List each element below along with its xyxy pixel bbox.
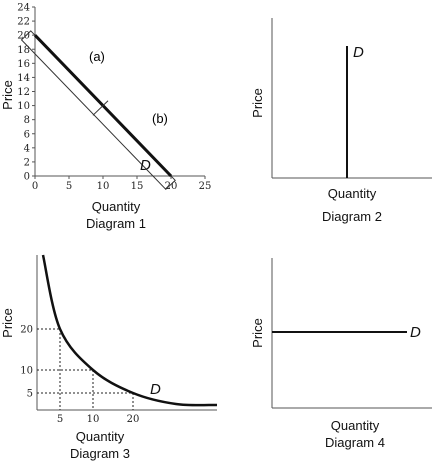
d4-demand-label: D — [410, 324, 421, 341]
d1-x-tick-label: 20 — [165, 181, 178, 192]
d1-x-tick-label: 10 — [97, 181, 110, 192]
d1-y-tick-label: 22 — [17, 17, 30, 28]
d4-xlabel: Quantity — [331, 418, 380, 433]
d2-caption: Diagram 2 — [322, 209, 382, 224]
diagram-4: D Quantity Diagram 4 Price — [250, 258, 432, 450]
d1-annotation-a: (a) — [89, 49, 105, 64]
d3-demand-curve — [41, 254, 218, 407]
d1-y-tick-label: 16 — [17, 59, 30, 70]
d1-y-tick-label: 0 — [24, 172, 30, 183]
d3-x-tick-label: 5 — [57, 414, 63, 425]
d3-x-tick-label: 10 — [87, 414, 100, 425]
d1-x-tick-label: 15 — [131, 181, 144, 192]
d2-demand-label: D — [353, 44, 364, 61]
d2-xlabel: Quantity — [328, 186, 377, 201]
d1-y-tick-label: 24 — [17, 3, 30, 14]
d1-y-tick-label: 2 — [24, 157, 30, 168]
d1-y-tick-label: 14 — [17, 73, 30, 84]
d1-y-tick-label: 4 — [24, 143, 30, 154]
d1-marks: D — [20, 30, 176, 191]
d1-x-tick-label: 25 — [199, 181, 212, 192]
d3-y-tick-label: 5 — [27, 389, 33, 400]
d3-x-tick-label: 20 — [127, 414, 140, 425]
d3-guides — [37, 328, 134, 410]
d1-y-tick-label: 12 — [17, 87, 30, 98]
d3-y-tick-label: 20 — [20, 325, 33, 336]
d1-midpoint-mark — [92, 100, 109, 116]
diagram-3: 5 10 20 5 10 20 D Quantity Diagram 3 Price — [0, 254, 218, 461]
d3-ylabel: Price — [0, 308, 15, 338]
d4-caption: Diagram 4 — [325, 435, 385, 450]
d1-caption: Diagram 1 — [86, 216, 146, 231]
d1-y-tick-label: 18 — [17, 45, 30, 56]
d1-y-tick-label: 10 — [17, 101, 30, 112]
d1-x-tick-label: 0 — [32, 181, 38, 192]
d3-demand-label: D — [150, 381, 161, 398]
d2-ylabel: Price — [250, 88, 265, 118]
d3-ticks: 5 10 20 5 10 20 — [20, 325, 139, 426]
d4-ylabel: Price — [250, 318, 265, 348]
d1-x-tick-label: 5 — [66, 181, 72, 192]
diagram-2: D Quantity Diagram 2 Price — [250, 18, 432, 224]
d1-y-tick-label: 6 — [24, 129, 30, 140]
d3-y-tick-label: 10 — [20, 366, 33, 377]
d3-caption: Diagram 3 — [70, 446, 130, 461]
d1-demand-label: D — [140, 157, 151, 174]
d1-y-tick-label: 8 — [24, 115, 30, 126]
d1-ylabel: Price — [0, 80, 15, 110]
d3-xlabel: Quantity — [76, 429, 125, 444]
d1-annotation-b: (b) — [152, 111, 168, 126]
d1-xlabel: Quantity — [92, 199, 141, 214]
d1-y-tick-label: 20 — [17, 31, 30, 42]
